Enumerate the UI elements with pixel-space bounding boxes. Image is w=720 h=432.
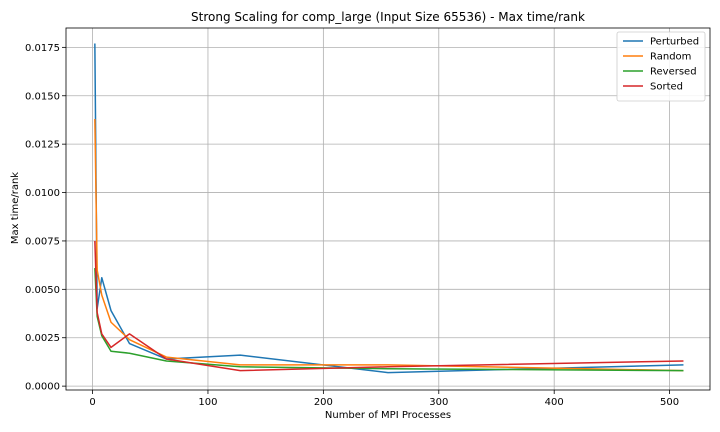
y-tick-label: 0.0025 (25, 333, 60, 344)
plot-frame (65, 27, 711, 391)
y-axis-title: Max time/rank (10, 172, 21, 244)
legend-label-reversed: Reversed (650, 67, 697, 78)
x-tick-label: 400 (545, 397, 564, 408)
y-tick-label: 0.0175 (25, 43, 60, 54)
x-tick-label: 500 (660, 397, 679, 408)
series-line-sorted (94, 240, 684, 372)
x-tick-label: 0 (89, 397, 95, 408)
x-tick-label: 300 (429, 397, 448, 408)
legend: Perturbed Random Reversed Sorted (616, 31, 706, 102)
y-tick-label: 0.0075 (25, 236, 60, 247)
legend-box (616, 31, 706, 102)
chart-title: Strong Scaling for comp_large (Input Siz… (191, 10, 585, 24)
plot-lines (94, 43, 684, 374)
y-axis: 0.0000 0.0025 0.0050 0.0075 0.0100 0.0125 0.01… (25, 43, 66, 393)
x-axis-title: Number of MPI Processes (325, 410, 451, 421)
y-tick-label: 0.0150 (25, 91, 60, 102)
y-tick-label: 0.0050 (25, 285, 60, 296)
x-tick-label: 100 (198, 397, 217, 408)
gridlines (66, 28, 710, 390)
series-line-random (94, 118, 684, 372)
legend-label-perturbed: Perturbed (650, 37, 699, 48)
x-tick-label: 200 (314, 397, 333, 408)
x-axis: 0 100 200 300 400 500 (89, 390, 679, 408)
legend-label-sorted: Sorted (650, 82, 683, 93)
y-tick-label: 0.0100 (25, 188, 60, 199)
y-tick-label: 0.0000 (25, 382, 60, 393)
legend-label-random: Random (650, 52, 691, 63)
series-line-perturbed (94, 43, 684, 374)
y-tick-label: 0.0125 (25, 140, 60, 151)
